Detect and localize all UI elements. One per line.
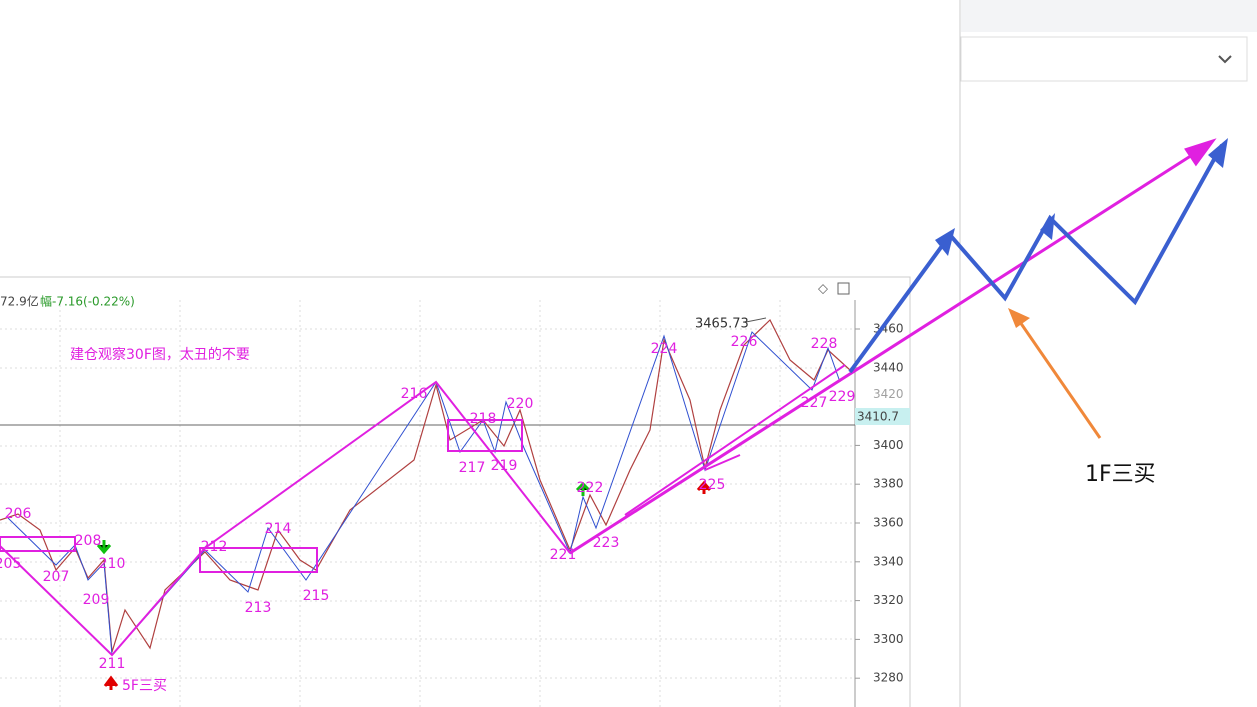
- arrow-head: [1184, 138, 1217, 167]
- buy-5f: 5F三买: [122, 678, 167, 694]
- icon[interactable]: [837, 282, 850, 295]
- buy-1f: 1F三买: [1085, 462, 1156, 487]
- y-tick-label: 3420: [873, 387, 904, 401]
- info: 72.9亿: [0, 294, 39, 309]
- note: 建仓观察30F图，太丑的不要: [70, 346, 250, 363]
- dropdown[interactable]: [960, 36, 1248, 82]
- point-label: 225: [699, 477, 726, 493]
- point-label: 205: [0, 556, 21, 572]
- orange-arrow: [1018, 321, 1102, 439]
- point-label: 223: [593, 535, 620, 551]
- point-label: 221: [550, 547, 577, 563]
- point-label: 227: [801, 395, 828, 411]
- side-panel: [960, 0, 1257, 707]
- point-label: 228: [811, 336, 838, 352]
- point-label: 226: [731, 334, 758, 350]
- point-label: 209: [83, 592, 110, 608]
- point-label: 212: [201, 539, 228, 555]
- point-label: 215: [303, 588, 330, 604]
- current-box: [855, 408, 910, 425]
- point-label: 208: [75, 533, 102, 549]
- signal: [575, 481, 591, 496]
- high-label: 3465.73: [695, 317, 749, 332]
- orange-head: [1008, 308, 1030, 328]
- current-price: 3410.7: [857, 410, 899, 424]
- point-label: 229: [829, 389, 856, 405]
- y-tick-label: 3400: [873, 438, 904, 452]
- point-label: 222: [577, 480, 604, 496]
- point-label: 210: [99, 556, 126, 572]
- point-label: 224: [651, 341, 678, 357]
- top-bar: [961, 0, 1257, 32]
- y-tick-label: 3320: [873, 593, 904, 607]
- icon[interactable]: ◇: [818, 282, 828, 297]
- point-labels: 205 206 207 208 209 210 211 212 213 214 215 216 217 2…: [0, 334, 855, 672]
- point-label: 206: [5, 506, 32, 522]
- point-label: 217: [459, 460, 486, 476]
- high-pointer: [745, 317, 767, 323]
- y-tick-label: 3380: [873, 477, 904, 491]
- point-label: 220: [507, 396, 534, 412]
- y-tick-label: 3280: [873, 671, 904, 685]
- up-signal: [696, 480, 712, 494]
- forecast: [848, 144, 1224, 374]
- chart-panel: [0, 276, 911, 707]
- chevron[interactable]: [1218, 55, 1232, 64]
- point-label: 211: [99, 656, 126, 672]
- down-signal: [96, 540, 112, 555]
- change: 幅-7.16(-0.22%): [40, 294, 135, 309]
- trend-lines: [0, 148, 1201, 657]
- point-label: 214: [265, 521, 292, 537]
- y-tick-label: 3300: [873, 632, 904, 646]
- point-label: 216: [401, 386, 428, 402]
- point-label: 207: [43, 569, 70, 585]
- y-tick-label: 3340: [873, 554, 904, 568]
- up-signal: [103, 675, 119, 690]
- point-label: 213: [245, 600, 272, 616]
- point-label: 218: [470, 411, 497, 427]
- y-tick-label: 3360: [873, 516, 904, 530]
- point-label: 219: [491, 458, 518, 474]
- y-tick-label: 3440: [873, 360, 904, 374]
